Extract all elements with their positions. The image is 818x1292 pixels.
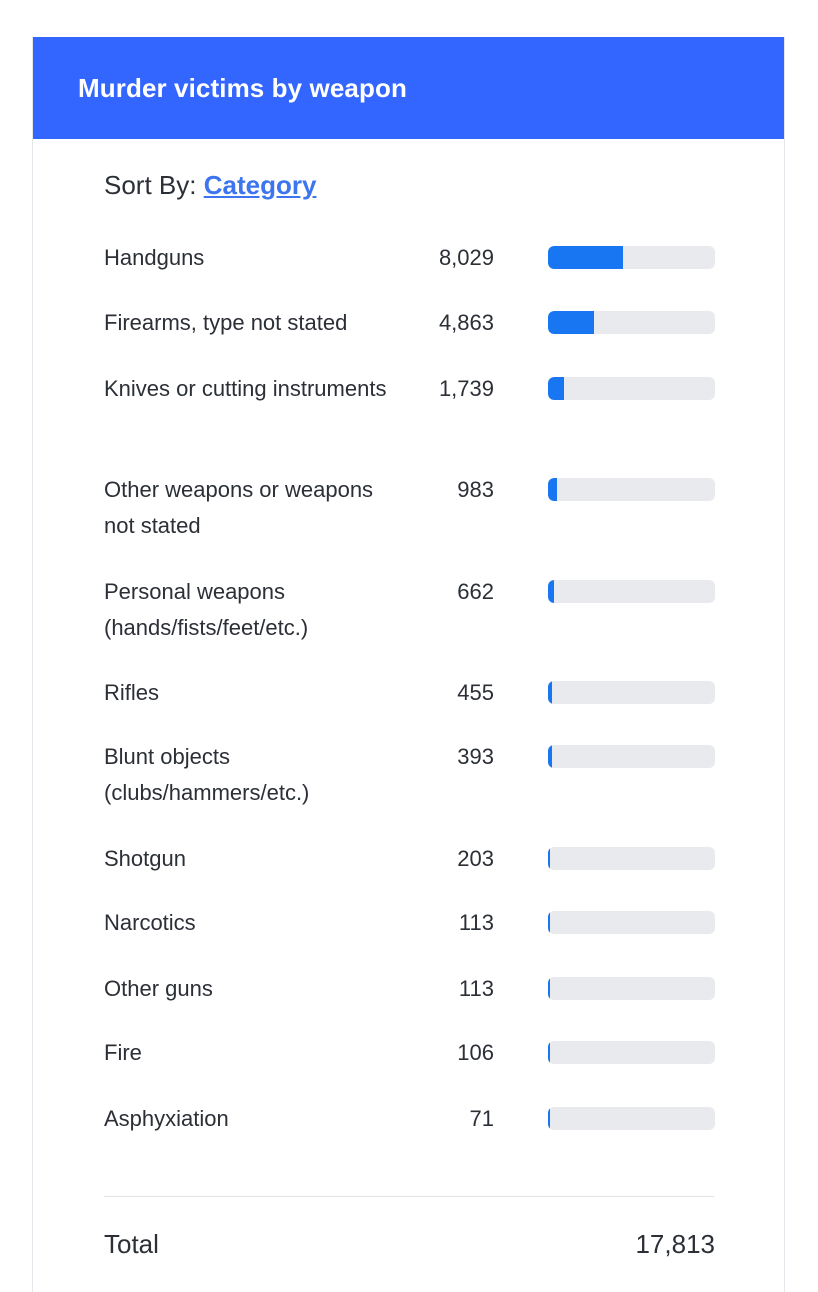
bar-track bbox=[548, 745, 715, 768]
bar-track bbox=[548, 1107, 715, 1130]
bar-category-label: Blunt objects (clubs/hammers/etc.) bbox=[104, 744, 310, 805]
bar-value-label: 4,863 bbox=[438, 310, 494, 335]
bar-category-label: Rifles bbox=[104, 680, 160, 705]
bar-track bbox=[548, 847, 715, 870]
total-divider bbox=[104, 1196, 714, 1197]
sort-prefix-label: Sort By: bbox=[104, 170, 197, 200]
bar-track bbox=[548, 478, 715, 501]
bar-category-label: Firearms, type not stated bbox=[104, 310, 348, 335]
bar-value-label: 1,739 bbox=[438, 376, 494, 401]
bar-track bbox=[548, 311, 715, 334]
bar-value-label: 455 bbox=[457, 680, 494, 705]
bar-value-label: 393 bbox=[457, 744, 494, 769]
total-label: Total bbox=[104, 1229, 159, 1259]
bar-value-label: 203 bbox=[457, 846, 494, 871]
bar-value-label: 983 bbox=[457, 477, 494, 502]
bar-track bbox=[548, 246, 715, 269]
bar bbox=[548, 1107, 550, 1130]
bar-value-label: 113 bbox=[458, 910, 494, 935]
bar-value-label: 113 bbox=[458, 976, 494, 1001]
bar-track bbox=[548, 681, 715, 704]
bar-category-label: Fire bbox=[104, 1040, 142, 1065]
bar-category-label: Handguns bbox=[104, 245, 205, 270]
bar bbox=[548, 681, 553, 704]
bar-category-label: Other guns bbox=[104, 976, 213, 1001]
bar bbox=[548, 1041, 550, 1064]
bar-category-label: Other weapons or weapons not stated bbox=[104, 477, 374, 538]
chart-title: Murder victims by weapon bbox=[78, 72, 407, 103]
bar bbox=[548, 847, 550, 870]
bar-value-label: 106 bbox=[457, 1040, 494, 1065]
bar-track bbox=[548, 911, 715, 934]
bar-track bbox=[548, 377, 715, 400]
bar-track bbox=[548, 977, 715, 1000]
bar bbox=[548, 977, 550, 1000]
bar bbox=[548, 246, 624, 269]
bar bbox=[548, 745, 552, 768]
chart-card: Murder victims by weapon Sort By: Catego… bbox=[32, 37, 785, 1292]
bar bbox=[548, 377, 565, 400]
bar-value-label: 71 bbox=[469, 1106, 494, 1131]
bar-category-label: Narcotics bbox=[104, 910, 196, 935]
bar-category-label: Personal weapons (hands/fists/feet/etc.) bbox=[104, 579, 309, 640]
bar bbox=[548, 911, 550, 934]
bar-track bbox=[548, 580, 715, 603]
bar-value-label: 8,029 bbox=[438, 245, 494, 270]
total-value: 17,813 bbox=[635, 1229, 715, 1259]
sort-control: Sort By: Category bbox=[104, 170, 316, 201]
bar-category-label: Asphyxiation bbox=[104, 1106, 229, 1131]
bar bbox=[548, 580, 555, 603]
bar-track bbox=[548, 1041, 715, 1064]
card-header: Murder victims by weapon bbox=[33, 37, 784, 139]
sort-category-link[interactable]: Category bbox=[203, 170, 317, 200]
bar-category-label: Knives or cutting instruments bbox=[104, 376, 387, 401]
bar bbox=[548, 311, 594, 334]
bar bbox=[548, 478, 558, 501]
bar-category-label: Shotgun bbox=[104, 846, 186, 871]
bar-value-label: 662 bbox=[457, 579, 494, 604]
